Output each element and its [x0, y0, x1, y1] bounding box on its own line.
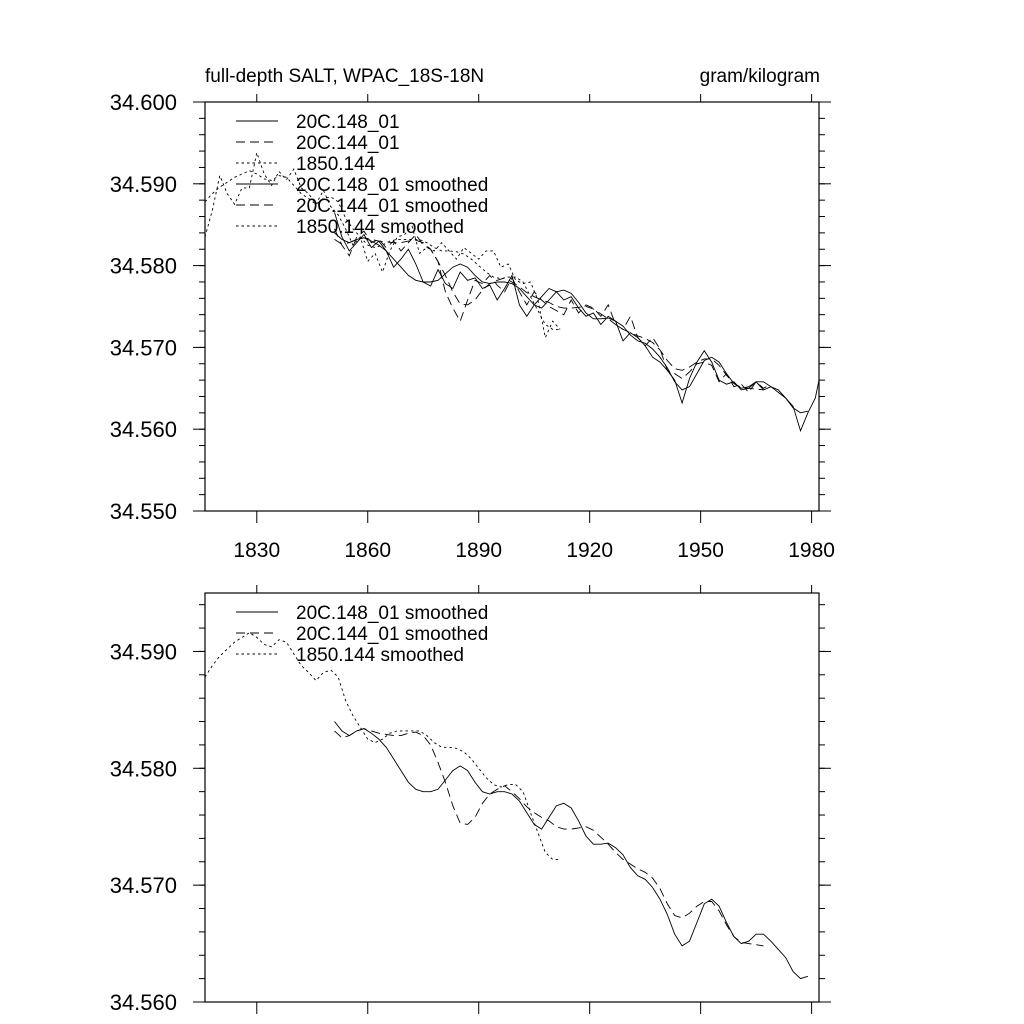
top-y-tick-label: 34.570 [110, 335, 177, 360]
top-series-line-0 [334, 212, 820, 433]
top-plot-frame [204, 101, 820, 512]
bottom-plot-frame [204, 592, 820, 1003]
bottom-legend-label: 20C.144_01 smoothed [296, 624, 488, 645]
top-y-tick-label: 34.590 [110, 172, 177, 197]
top-series-line-1 [334, 228, 772, 394]
top-series-line-3 [334, 232, 808, 414]
top-legend-label: 20C.144_01 [296, 133, 400, 154]
top-series-line-5 [204, 170, 561, 330]
bottom-series-line-1 [334, 728, 764, 947]
bottom-y-tick-label: 34.590 [110, 639, 177, 664]
top-x-tick-label: 1890 [455, 539, 502, 562]
bottom-y-tick-label: 34.560 [110, 990, 177, 1015]
top-x-tick-label: 1980 [788, 539, 835, 562]
top-y-tick-label: 34.550 [110, 499, 177, 524]
top-x-tick-label: 1950 [677, 539, 724, 562]
top-y-tick-label: 34.560 [110, 417, 177, 442]
top-x-tick-label: 1860 [344, 539, 391, 562]
bottom-legend-label: 20C.148_01 smoothed [296, 603, 488, 624]
top-legend-label: 20C.148_01 [296, 112, 400, 133]
top-panel: full-depth SALT, WPAC_18S-18N gram/kilog… [110, 66, 835, 562]
chart-title: full-depth SALT, WPAC_18S-18N [205, 66, 484, 87]
top-x-tick-label: 1920 [566, 539, 613, 562]
bottom-y-tick-label: 34.580 [110, 756, 177, 781]
units-label: gram/kilogram [700, 66, 820, 87]
top-legend-label: 20C.144_01 smoothed [296, 196, 488, 217]
bottom-series-line-2 [204, 632, 561, 860]
top-series-line-4 [334, 237, 764, 391]
top-legend-label: 1850.144 smoothed [296, 217, 464, 238]
bottom-series-line-0 [334, 721, 809, 980]
bottom-legend-label: 1850.144 smoothed [296, 645, 464, 666]
bottom-y-tick-label: 34.570 [110, 873, 177, 898]
top-y-tick-label: 34.600 [110, 90, 177, 115]
bottom-panel: 34.560 34.570 34.580 34.590 20C.148_01 smoot… [110, 585, 831, 1015]
top-legend-label: 20C.148_01 smoothed [296, 175, 488, 196]
top-y-tick-label: 34.580 [110, 254, 177, 279]
top-x-tick-label: 1830 [233, 539, 280, 562]
top-legend-label: 1850.144 [296, 154, 376, 175]
